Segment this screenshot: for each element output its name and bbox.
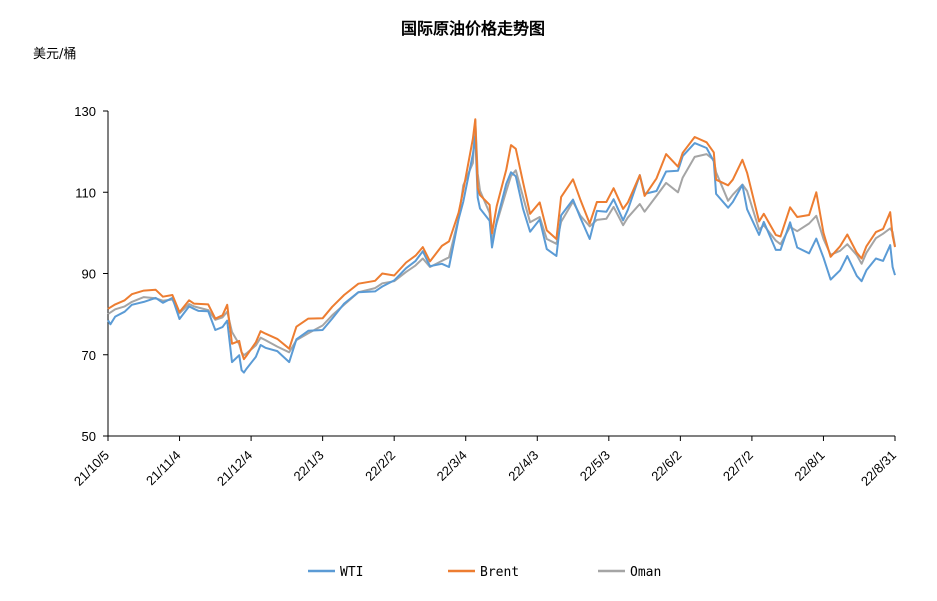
legend-label-oman: Oman	[630, 565, 661, 580]
series-layer	[107, 118, 896, 374]
x-tick-label: 21/10/5	[71, 448, 112, 489]
y-tick-label: 50	[82, 429, 96, 444]
x-tick-label: 22/7/2	[720, 448, 756, 484]
x-tick-label: 22/2/2	[362, 448, 398, 484]
x-tick-label: 21/11/4	[143, 448, 184, 489]
x-tick-label: 22/6/2	[648, 448, 684, 484]
x-tick-label: 22/8/1	[791, 448, 827, 484]
axes: 130 110 90 70 50 21/10/5 21/11/4 21/12/4 22/1/3 2…	[71, 104, 899, 489]
x-tick-label: 21/12/4	[214, 448, 255, 489]
x-tick-label: 22/5/3	[577, 448, 613, 484]
legend-label-brent: Brent	[480, 565, 519, 580]
x-tick-label: 22/1/3	[291, 448, 327, 484]
x-tick-label: 22/8/31	[858, 448, 899, 489]
series-line-wti	[107, 135, 896, 374]
series-line-brent	[107, 118, 896, 361]
y-tick-label: 90	[82, 267, 96, 282]
legend: WTI Brent Oman	[308, 565, 661, 580]
x-tick-label: 22/3/4	[434, 448, 470, 484]
y-axis-label: 美元/桶	[33, 47, 76, 62]
series-line-oman	[107, 119, 896, 357]
y-tick-label: 70	[82, 348, 96, 363]
legend-label-wti: WTI	[340, 565, 363, 580]
y-tick-label: 130	[74, 104, 96, 119]
x-tick-label: 22/4/3	[505, 448, 541, 484]
y-tick-label: 110	[75, 185, 96, 200]
chart-title: 国际原油价格走势图	[401, 19, 545, 38]
